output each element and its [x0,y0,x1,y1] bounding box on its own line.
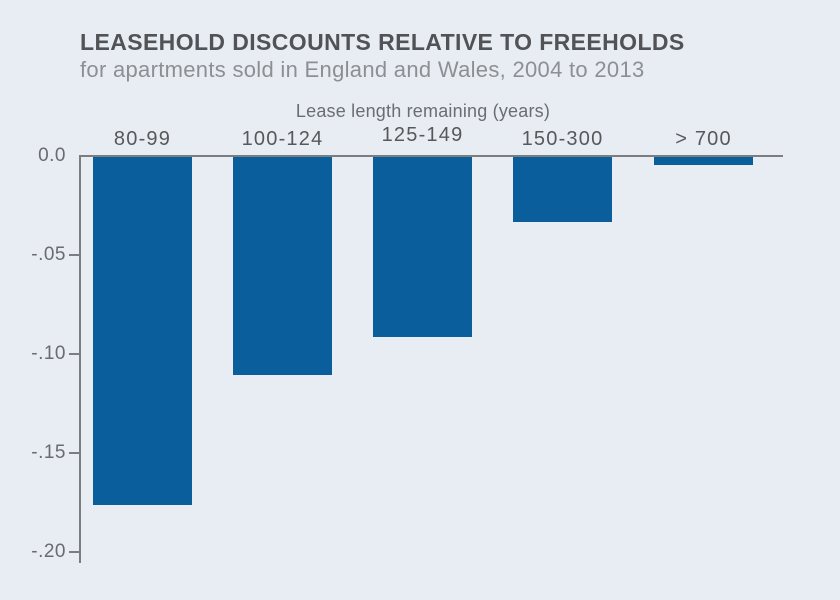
y-tick-label: 0.0 [38,145,66,166]
y-axis-line [79,155,81,563]
bar [654,157,753,165]
y-tick-mark [69,452,80,454]
bar [513,157,612,222]
chart-subtitle: for apartments sold in England and Wales… [80,57,645,82]
y-tick-mark [69,353,80,355]
bar [93,157,192,505]
bar [373,157,472,337]
x-tick-label: > 700 [675,128,732,150]
y-tick-label: -.20 [31,541,66,562]
x-axis-title: Lease length remaining (years) [295,101,551,121]
x-tick-label: 150-300 [521,128,604,150]
x-axis-line [79,155,783,157]
y-tick-label: -.05 [31,244,66,265]
y-tick-label: -.10 [31,343,66,364]
y-tick-mark [69,551,80,553]
bar [233,157,332,375]
x-tick-label: 125-149 [381,124,464,146]
x-tick-label: 80-99 [113,128,172,150]
y-tick-label: -.15 [31,442,66,463]
chart-title: LEASEHOLD DISCOUNTS RELATIVE TO FREEHOLD… [80,29,685,55]
x-tick-label: 100-124 [241,128,324,150]
y-tick-mark [69,254,80,256]
